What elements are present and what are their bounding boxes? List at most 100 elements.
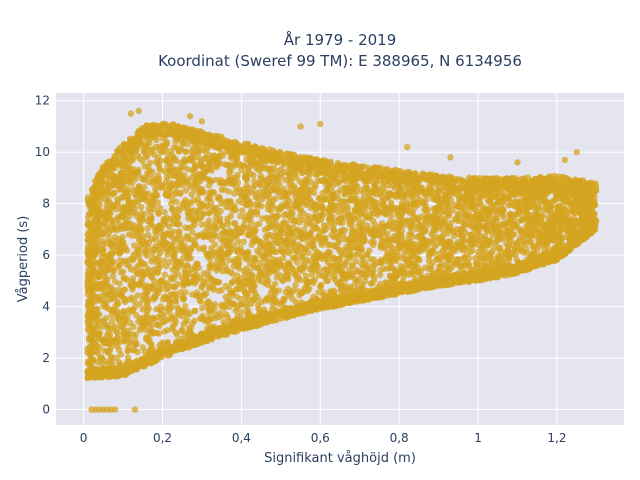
data-point xyxy=(233,247,240,254)
data-point xyxy=(398,242,406,250)
data-point xyxy=(255,264,262,272)
data-point xyxy=(264,188,271,195)
data-point xyxy=(382,279,389,286)
data-point xyxy=(315,272,323,279)
data-point xyxy=(154,159,161,166)
data-point xyxy=(111,323,118,330)
data-point xyxy=(169,323,176,330)
data-point xyxy=(168,200,175,207)
data-point xyxy=(129,155,137,162)
data-point xyxy=(292,244,299,252)
data-point xyxy=(89,239,96,247)
data-point xyxy=(194,260,201,267)
data-point xyxy=(152,189,159,196)
data-point xyxy=(529,231,536,239)
data-point xyxy=(419,235,427,242)
data-point xyxy=(230,220,237,227)
data-point xyxy=(182,289,189,296)
data-point xyxy=(103,205,110,212)
data-point xyxy=(182,158,189,165)
data-point xyxy=(288,237,296,244)
data-point xyxy=(125,231,133,238)
data-point xyxy=(218,200,225,207)
data-point xyxy=(88,196,95,203)
data-point xyxy=(166,258,173,266)
data-point xyxy=(259,215,266,222)
data-point xyxy=(500,253,507,261)
data-point xyxy=(169,205,176,213)
data-point xyxy=(93,348,101,355)
data-point xyxy=(396,223,404,231)
data-point xyxy=(290,201,297,209)
data-point xyxy=(93,246,101,253)
data-point xyxy=(523,211,530,218)
data-point xyxy=(163,156,171,164)
data-point xyxy=(295,198,302,206)
data-point xyxy=(199,312,206,320)
data-point xyxy=(133,186,141,193)
data-point xyxy=(296,219,303,226)
data-point xyxy=(407,189,414,196)
data-point xyxy=(232,256,240,263)
data-point xyxy=(157,238,164,246)
data-point xyxy=(129,331,136,338)
data-point xyxy=(211,241,218,248)
data-point xyxy=(226,227,234,234)
data-point xyxy=(312,182,319,189)
data-point xyxy=(200,210,207,217)
data-point xyxy=(85,280,93,287)
data-point xyxy=(219,242,227,250)
data-point xyxy=(174,304,181,311)
data-point xyxy=(220,237,227,244)
data-point xyxy=(167,166,174,173)
data-point xyxy=(249,281,256,288)
data-point xyxy=(257,243,264,250)
data-point xyxy=(285,223,292,231)
data-point xyxy=(100,247,107,254)
data-point xyxy=(99,317,106,324)
data-point xyxy=(221,253,228,260)
data-point xyxy=(129,254,137,262)
data-point xyxy=(238,308,245,315)
data-point xyxy=(570,208,577,215)
data-point xyxy=(240,185,247,193)
data-point xyxy=(285,269,292,276)
data-point xyxy=(149,147,156,154)
data-point xyxy=(182,318,189,326)
data-point xyxy=(410,197,418,205)
data-point xyxy=(570,214,578,221)
data-point xyxy=(552,217,559,224)
data-point xyxy=(388,199,395,206)
data-point xyxy=(155,210,162,217)
data-point xyxy=(283,201,291,208)
data-point xyxy=(398,200,405,207)
data-point xyxy=(237,213,244,220)
data-point xyxy=(362,273,369,281)
data-point xyxy=(323,277,330,285)
data-point xyxy=(212,219,219,226)
data-point xyxy=(151,246,159,253)
data-point xyxy=(452,256,459,264)
data-point xyxy=(391,268,399,275)
data-point xyxy=(212,214,220,221)
data-point xyxy=(106,239,114,246)
data-point xyxy=(495,254,502,261)
data-point xyxy=(523,245,530,253)
data-point xyxy=(346,194,354,201)
data-point xyxy=(126,309,133,316)
data-point xyxy=(249,272,256,279)
data-point xyxy=(272,219,279,226)
data-point xyxy=(259,196,266,203)
data-point xyxy=(136,300,144,308)
data-point xyxy=(542,222,549,229)
data-point xyxy=(378,198,386,205)
data-point xyxy=(124,347,132,354)
data-point xyxy=(149,268,156,276)
data-point xyxy=(161,208,168,216)
data-point xyxy=(473,211,480,218)
data-point xyxy=(456,194,463,201)
data-point xyxy=(181,172,188,179)
data-point xyxy=(384,194,391,201)
data-point xyxy=(235,265,243,272)
data-point xyxy=(264,273,271,280)
